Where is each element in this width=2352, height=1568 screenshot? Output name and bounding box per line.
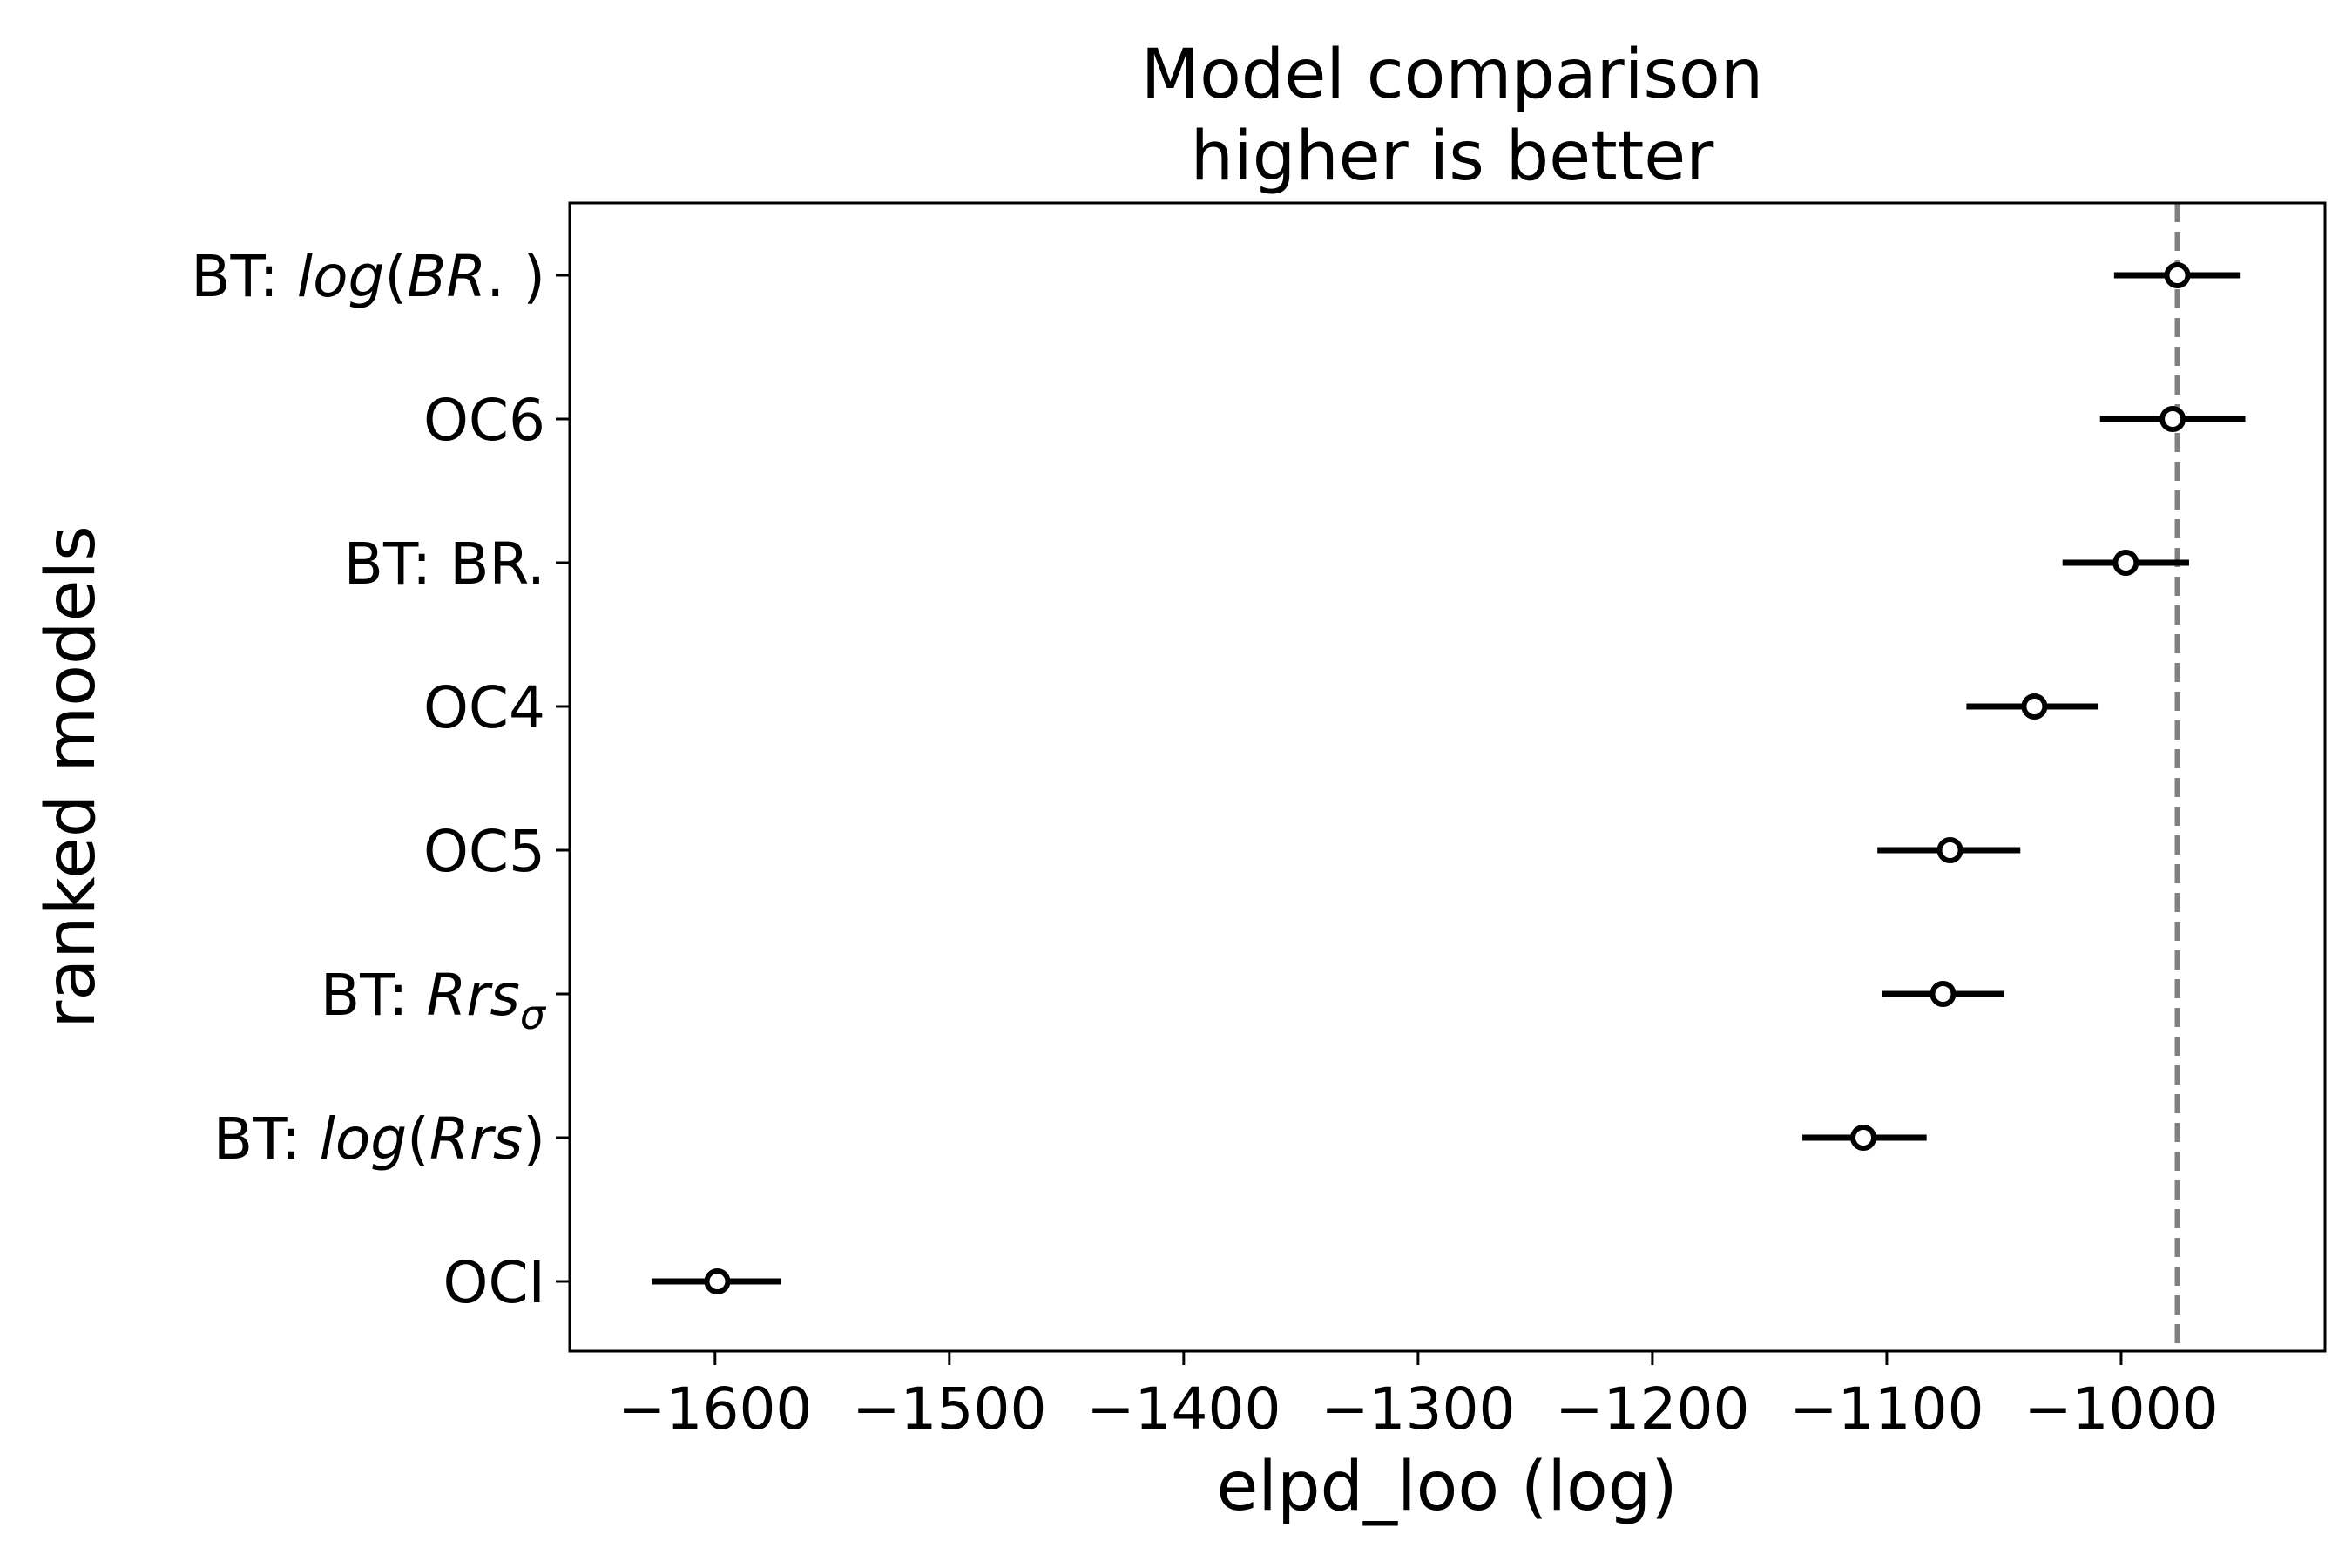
- y-tick-label-part: OCI: [443, 1249, 546, 1316]
- elpd-point: [2112, 550, 2139, 576]
- y-tick-label-part: . ): [486, 243, 545, 310]
- y-tick-label-part: OC4: [423, 674, 545, 741]
- x-axis-label: elpd_loo (log): [1216, 1448, 1677, 1526]
- x-tick-label: −1300: [1321, 1375, 1515, 1443]
- y-axis-label: ranked models: [32, 525, 111, 1029]
- x-tick-label: −1100: [1789, 1375, 1984, 1443]
- plot-frame: [568, 201, 2327, 1353]
- y-tick-label: BT: log(Rrs): [213, 1105, 545, 1173]
- chart-subtitle: higher is better: [1191, 118, 1715, 196]
- y-tick-label: OC5: [423, 818, 545, 885]
- y-tick-label-part: OC6: [423, 387, 545, 454]
- y-tick-label-part: BR: [407, 243, 486, 310]
- plot-area: [652, 203, 2246, 1351]
- y-tick-label-part: BT:: [213, 1105, 320, 1173]
- x-tick-label: −1600: [618, 1375, 812, 1443]
- elpd-point: [1936, 837, 1963, 863]
- y-tick-label-part: log: [297, 243, 385, 310]
- y-tick-label-part: BT:: [321, 962, 427, 1029]
- x-tick-label: −1000: [2024, 1375, 2218, 1443]
- y-tick-label-part: Rrs: [429, 1105, 523, 1173]
- chart-title: Model comparison: [1141, 36, 1763, 114]
- y-tick-label-part: ): [523, 1105, 545, 1173]
- x-tick-label: −1200: [1555, 1375, 1749, 1443]
- y-tick-label-part: log: [319, 1105, 407, 1173]
- y-tick-label-part: (: [407, 1105, 429, 1173]
- elpd-point: [704, 1268, 731, 1294]
- y-tick-label-part: Rrs: [426, 962, 519, 1029]
- x-tick-label: −1500: [852, 1375, 1046, 1443]
- y-tick-label-part: OC5: [423, 818, 545, 885]
- y-tick-label-part: BT: BR.: [344, 531, 545, 598]
- y-tick-label: OC4: [423, 674, 545, 741]
- y-tick-label: BT: Rrsσ: [321, 962, 547, 1038]
- elpd-point: [2021, 693, 2048, 720]
- y-tick-label-part: (: [384, 243, 407, 310]
- y-tick-label: OCI: [443, 1249, 546, 1316]
- elpd-point: [2159, 406, 2186, 432]
- y-tick-label: OC6: [423, 387, 545, 454]
- x-tick-label: −1400: [1086, 1375, 1281, 1443]
- y-tick-label: BT: BR.: [344, 531, 545, 598]
- y-tick-label: BT: log(BR. ): [191, 243, 545, 310]
- y-tick-label-part: BT:: [191, 243, 297, 310]
- y-tick-label-part: σ: [520, 991, 547, 1038]
- elpd-point: [1930, 981, 1957, 1007]
- elpd-point: [1850, 1125, 1877, 1151]
- elpd-point: [2164, 262, 2191, 288]
